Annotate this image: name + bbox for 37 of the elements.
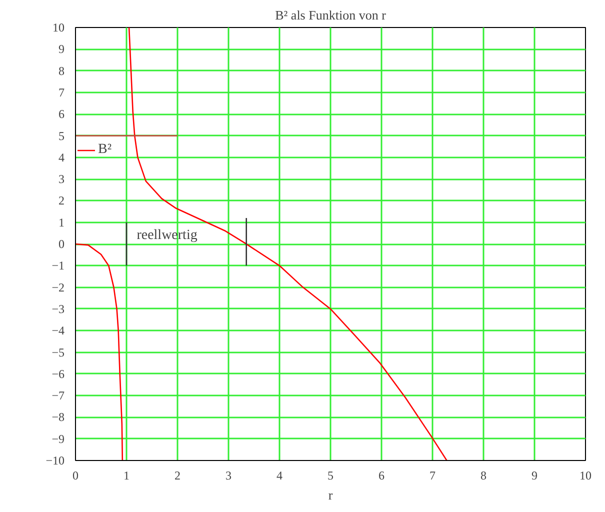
y-tick-label: 4	[58, 150, 64, 164]
x-tick-label: 3	[226, 468, 232, 482]
y-tick-label: −5	[52, 345, 65, 360]
x-axis-title: r	[328, 488, 334, 502]
y-tick-label: −1	[52, 258, 65, 273]
x-tick-label: 10	[580, 468, 592, 482]
y-tick-label: 5	[58, 128, 64, 143]
y-tick-label: 1	[58, 215, 64, 230]
x-tick-label: 5	[328, 468, 334, 482]
y-tick-label: 6	[58, 107, 64, 122]
y-tick-label: −4	[52, 324, 65, 338]
y-tick-label: 2	[58, 194, 64, 208]
y-tick-label: −8	[52, 410, 65, 424]
y-tick-label: −6	[52, 366, 65, 381]
x-tick-label: 8	[480, 468, 486, 482]
y-tick-label: 9	[58, 42, 64, 56]
line-series	[128, 28, 448, 460]
x-tick-label: 7	[430, 468, 436, 482]
x-tick-label: 4	[276, 468, 282, 482]
y-tick-label: −10	[46, 454, 65, 468]
y-tick-label: 10	[52, 20, 64, 34]
y-tick-label: 3	[58, 172, 64, 186]
x-tick-label: 1	[124, 468, 130, 482]
x-tick-label: 9	[532, 468, 538, 482]
chart-title: B² als Funktion von r	[275, 8, 387, 22]
y-tick-label: −9	[52, 432, 65, 446]
x-tick-label: 6	[378, 468, 384, 482]
y-tick-label: −3	[52, 302, 65, 316]
x-tick-label: 2	[174, 468, 180, 482]
line-series	[76, 243, 124, 460]
x-tick-label: 0	[72, 468, 78, 482]
y-tick-label: 0	[58, 237, 64, 251]
y-tick-label: −2	[52, 280, 65, 294]
y-tick-label: 8	[58, 64, 64, 78]
legend-label: B²	[98, 142, 113, 158]
y-tick-label: 7	[58, 85, 64, 100]
y-tick-label: −7	[52, 388, 65, 403]
